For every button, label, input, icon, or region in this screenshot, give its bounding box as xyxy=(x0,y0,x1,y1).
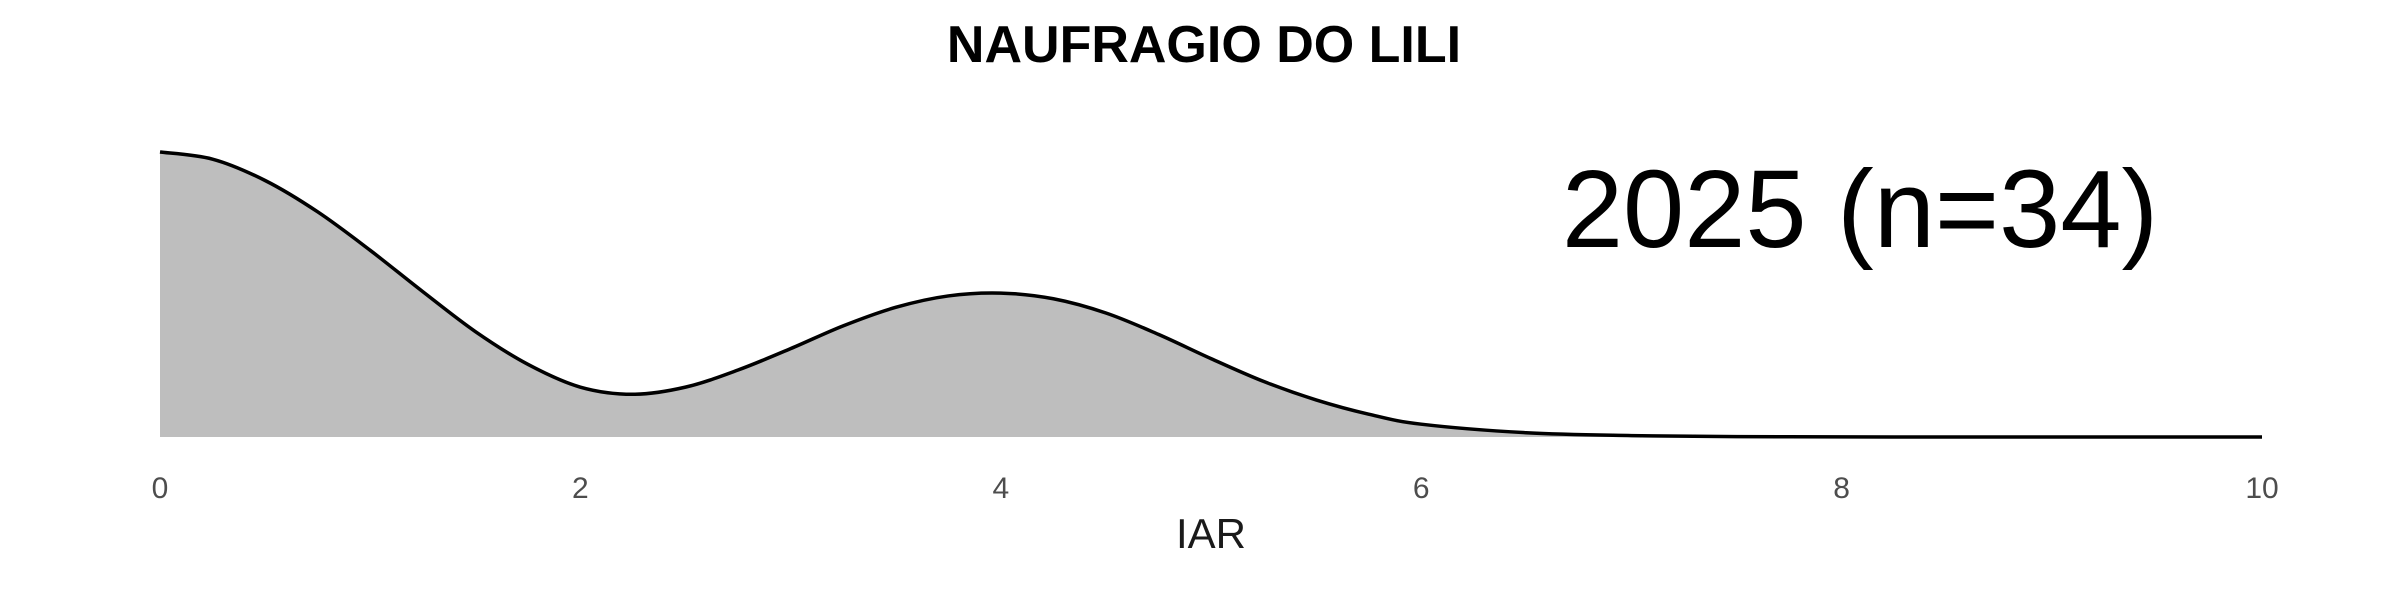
plot-area xyxy=(159,150,2262,439)
x-axis-title: IAR xyxy=(1176,510,1246,557)
x-tick-label: 6 xyxy=(1413,472,1430,505)
x-tick-label: 4 xyxy=(992,472,1009,505)
chart-annotation: 2025 (n=34) xyxy=(1562,148,2158,271)
density-line xyxy=(159,150,2262,439)
chart-title: NAUFRAGIO DO LILI xyxy=(947,16,1461,74)
x-axis-ticks: 0 2 4 6 8 10 xyxy=(152,472,2279,505)
x-tick-label: 0 xyxy=(152,472,169,505)
x-tick-label: 8 xyxy=(1833,472,1850,505)
density-area xyxy=(160,152,2262,438)
x-tick-label: 2 xyxy=(572,472,589,505)
x-tick-label: 10 xyxy=(2245,472,2278,505)
